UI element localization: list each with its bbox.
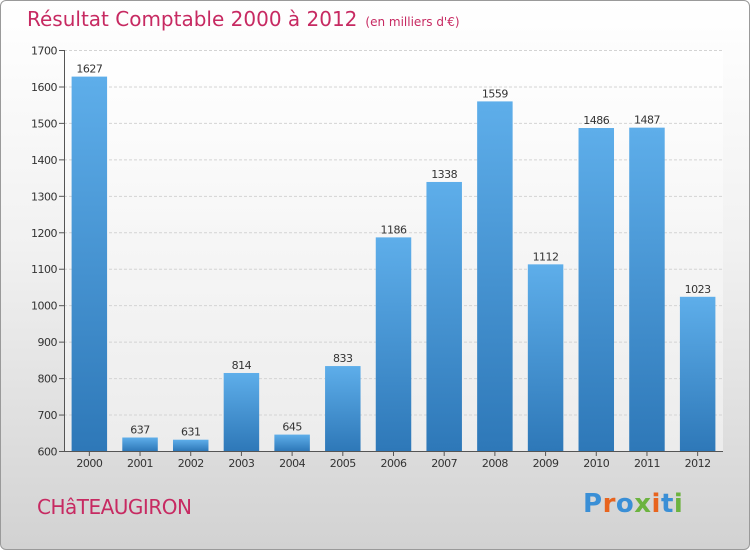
y-tick-label: 1100 xyxy=(31,263,57,276)
bar-2010 xyxy=(578,128,615,451)
bar-2008 xyxy=(477,101,513,451)
y-tick-label: 1000 xyxy=(31,300,57,313)
data-label-2000: 1627 xyxy=(76,63,102,76)
y-tick-label: 1400 xyxy=(31,154,57,167)
x-tick-label: 2012 xyxy=(685,457,711,470)
location-name: CHâTEAUGIRON xyxy=(37,495,192,519)
bar-2000 xyxy=(71,76,108,451)
data-label-2009: 1112 xyxy=(533,250,559,263)
y-tick-label: 600 xyxy=(38,446,58,459)
logo-letter: P xyxy=(583,489,603,519)
bar-2001 xyxy=(122,437,158,451)
logo-letter: i xyxy=(651,489,661,519)
logo-letter: o xyxy=(615,489,635,519)
data-label-2005: 833 xyxy=(333,352,353,365)
data-label-2007: 1338 xyxy=(431,168,457,181)
x-tick-label: 2002 xyxy=(178,457,204,470)
bars: 1627 637 631 814 645 833 1186 1338 1559 1112 1486 1… xyxy=(71,63,716,451)
y-tick-label: 1600 xyxy=(31,81,57,94)
x-tick-label: 2003 xyxy=(228,457,254,470)
x-tick-label: 2001 xyxy=(127,457,153,470)
axes: 600 700 800 900 1000 1100 1200 1300 1400 1500 1600… xyxy=(31,45,723,470)
x-tick-label: 2004 xyxy=(279,457,305,470)
bar-2011 xyxy=(629,127,665,451)
y-tick-label: 900 xyxy=(38,336,58,349)
chart-title-text: Résultat Comptable 2000 à 2012 xyxy=(27,7,358,31)
bar-2007 xyxy=(426,181,462,451)
x-tick-label: 2006 xyxy=(381,457,407,470)
x-tick-label: 2009 xyxy=(533,457,559,470)
x-tick-label: 2007 xyxy=(431,457,457,470)
data-label-2008: 1559 xyxy=(482,87,508,100)
data-label-2011: 1487 xyxy=(634,114,660,127)
data-label-2001: 637 xyxy=(130,424,150,437)
logo-letter: r xyxy=(602,489,616,519)
data-label-2004: 645 xyxy=(282,421,302,434)
x-tick-label: 2010 xyxy=(583,457,609,470)
x-tick-label: 2005 xyxy=(330,457,356,470)
logo-letter: i xyxy=(673,489,684,519)
y-tick-label: 1500 xyxy=(31,117,57,130)
data-label-2012: 1023 xyxy=(685,283,711,296)
x-tick-label: 2008 xyxy=(482,457,508,470)
data-label-2002: 631 xyxy=(181,426,201,439)
bar-2003 xyxy=(223,372,260,451)
proxiti-logo: Proxiti xyxy=(583,489,683,519)
x-tick-label: 2000 xyxy=(76,457,102,470)
y-tick-label: 800 xyxy=(38,373,58,386)
chart-title: Résultat Comptable 2000 à 2012 (en millie… xyxy=(27,7,460,31)
bar-2002 xyxy=(172,439,209,451)
x-tick-label: 2011 xyxy=(634,457,660,470)
bar-2006 xyxy=(375,237,412,451)
data-label-2003: 814 xyxy=(232,359,252,372)
logo-letter: x xyxy=(634,489,652,519)
bar-2005 xyxy=(325,366,361,451)
bar-2012 xyxy=(679,296,716,451)
chart-unit-note: (en milliers d'€) xyxy=(365,15,460,29)
y-tick-label: 700 xyxy=(38,409,58,422)
y-tick-label: 1700 xyxy=(31,45,57,58)
data-label-2006: 1186 xyxy=(381,223,407,236)
y-tick-label: 1300 xyxy=(31,190,57,203)
y-tick-label: 1200 xyxy=(31,227,57,240)
bar-2004 xyxy=(274,434,310,451)
logo-letter: t xyxy=(660,489,674,519)
bar-2009 xyxy=(527,264,564,451)
data-label-2010: 1486 xyxy=(583,114,609,127)
